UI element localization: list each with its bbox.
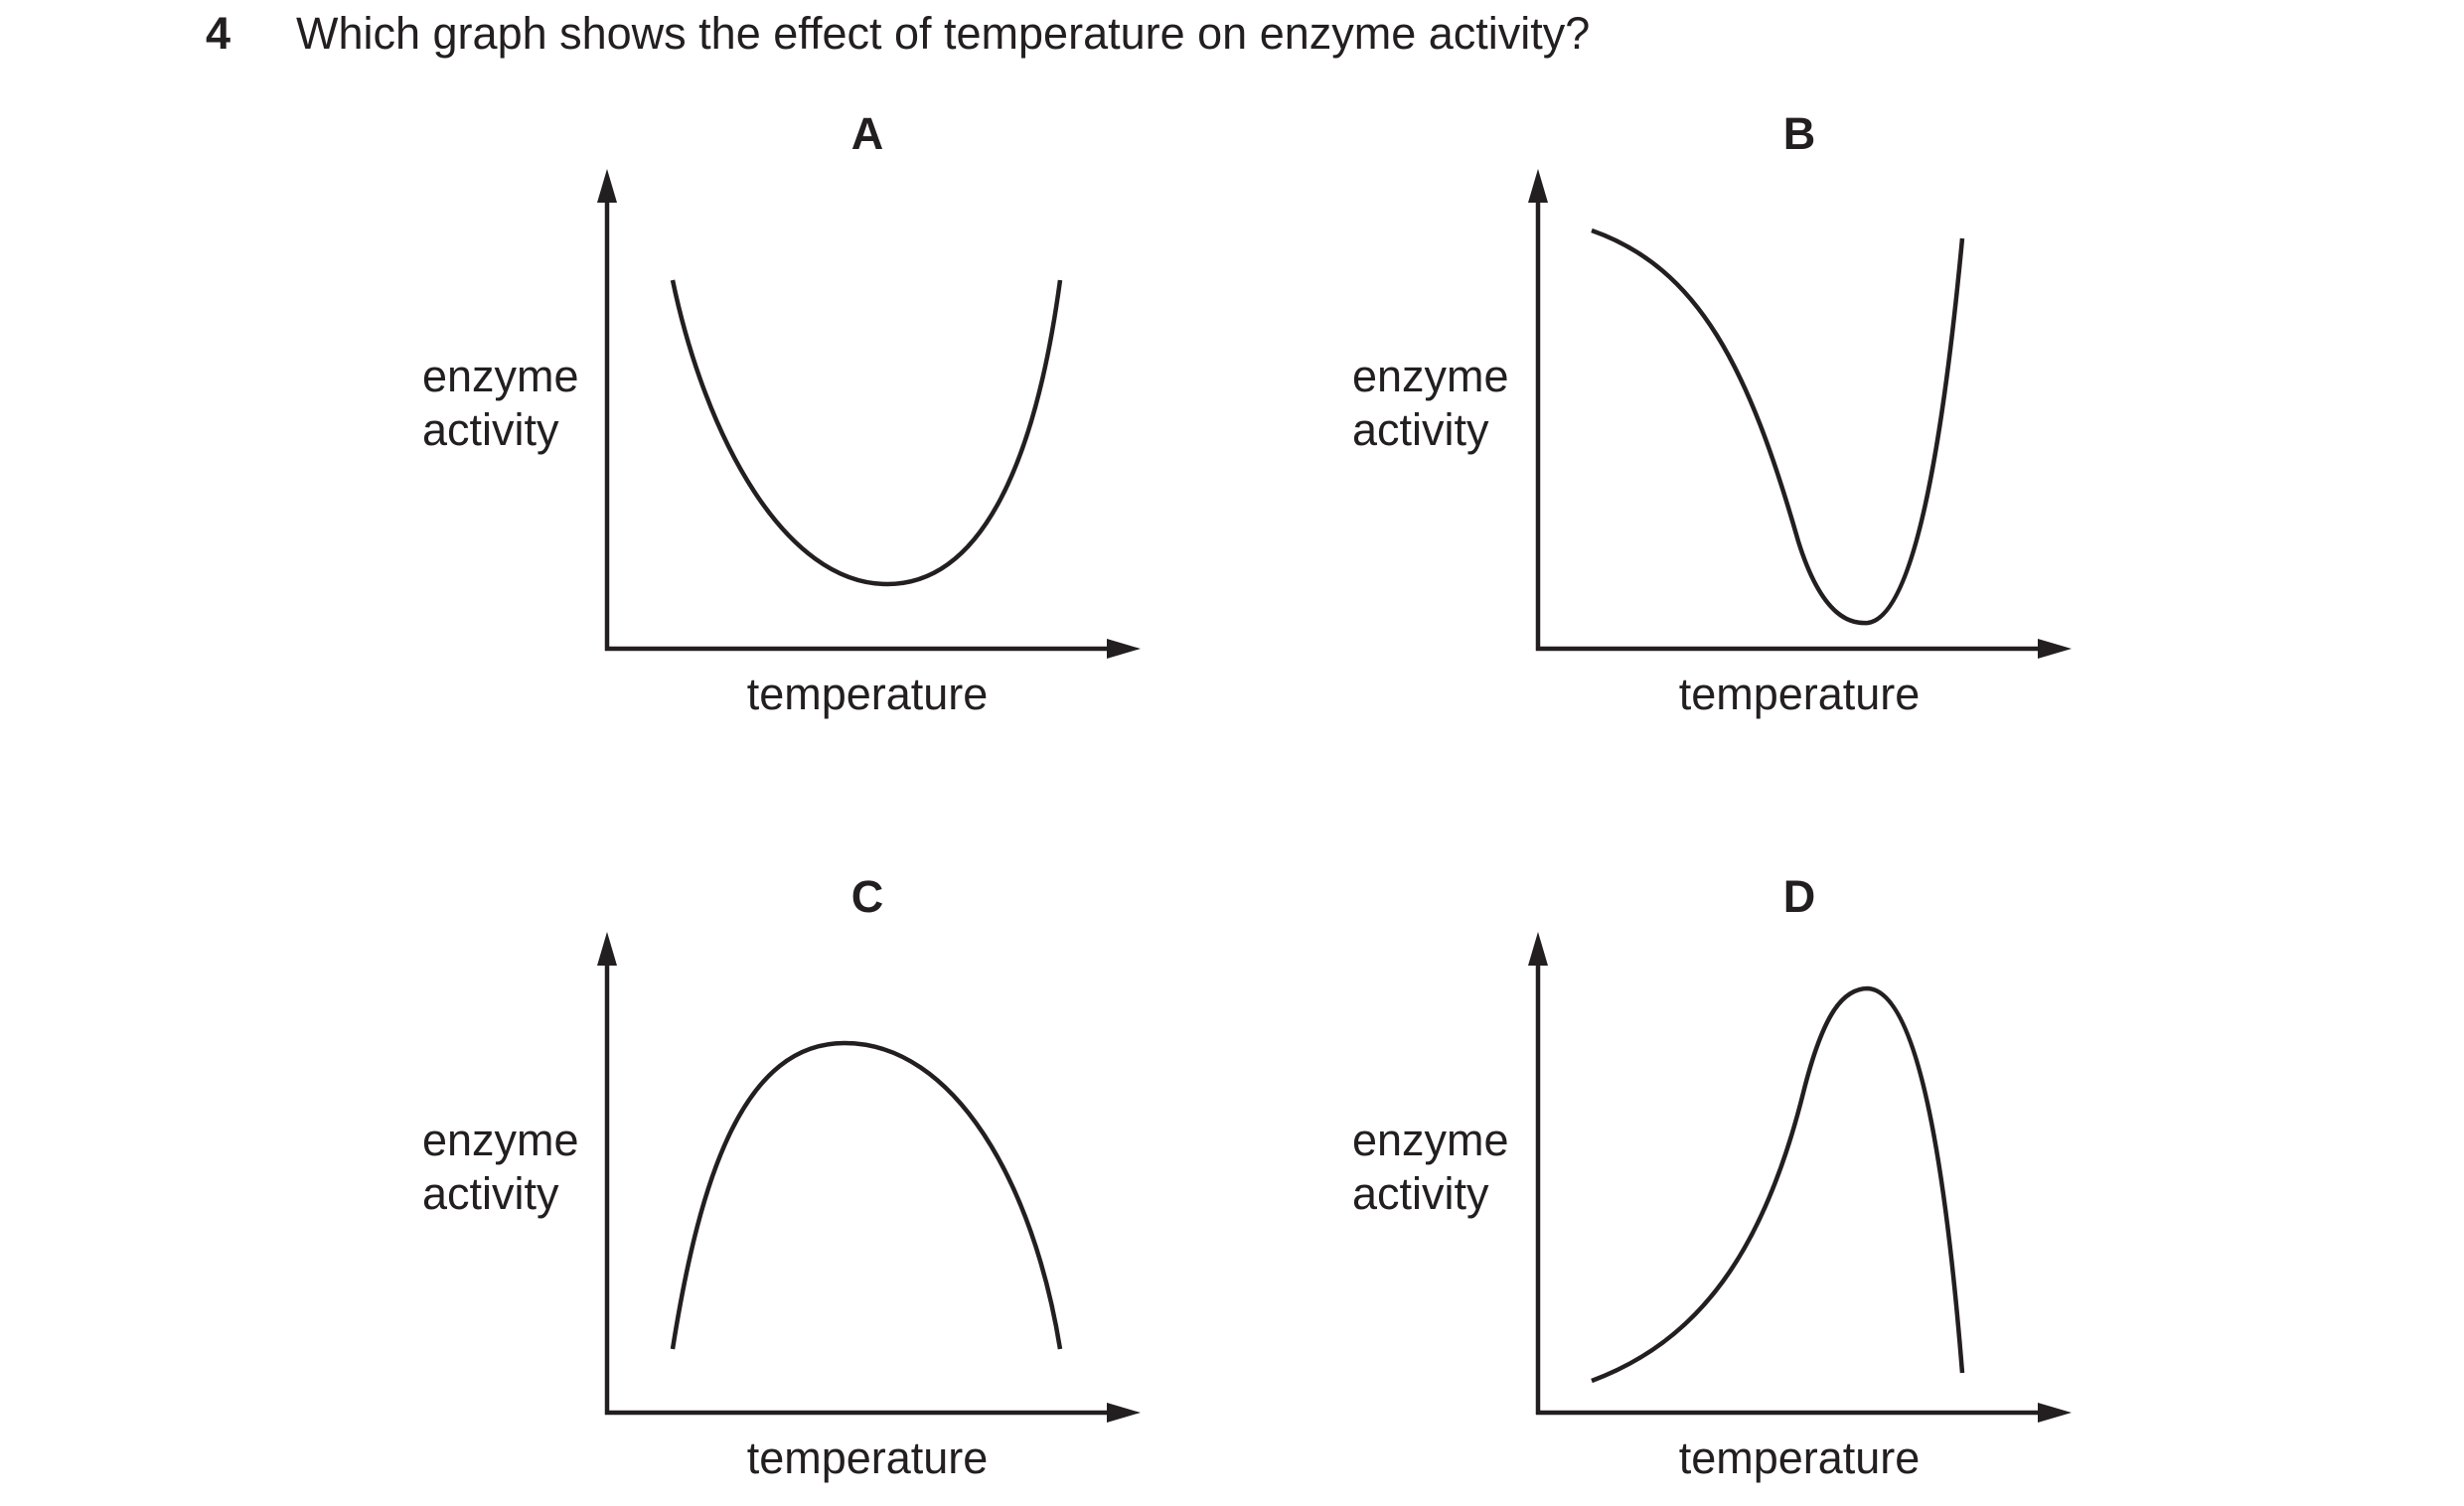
- graph-c: C enzyme activity temperature: [422, 871, 1141, 1483]
- graph-c-label: C: [851, 871, 884, 922]
- graph-c-x-label: temperature: [747, 1432, 989, 1483]
- graph-a-y-axis-arrow-icon: [597, 169, 617, 203]
- graph-d-y-label-line1: enzyme: [1352, 1115, 1509, 1165]
- graph-d-x-axis-arrow-icon: [2038, 1403, 2072, 1423]
- graph-b: B enzyme activity temperature: [1352, 108, 2072, 719]
- graph-c-y-axis-arrow-icon: [597, 932, 617, 966]
- graph-b-curve: [1591, 227, 1965, 626]
- graph-b-label: B: [1783, 108, 1816, 159]
- graph-a: A enzyme activity temperature: [422, 108, 1141, 719]
- graph-c-curve: [670, 1040, 1063, 1350]
- graph-c-y-label-line2: activity: [422, 1168, 559, 1219]
- graph-b-y-axis-arrow-icon: [1528, 169, 1548, 203]
- graph-a-y-label-line2: activity: [422, 404, 559, 455]
- question-text: Which graph shows the effect of temperat…: [296, 8, 1591, 59]
- graph-d-curve: [1591, 985, 1965, 1384]
- graph-a-curve: [670, 279, 1063, 587]
- graph-d-label: D: [1783, 871, 1816, 922]
- graph-d-y-axis-arrow-icon: [1528, 932, 1548, 966]
- graph-d-y-label-line2: activity: [1352, 1168, 1489, 1219]
- graph-c-y-label-line1: enzyme: [422, 1115, 579, 1165]
- graph-a-label: A: [851, 108, 884, 159]
- graph-b-y-label-line2: activity: [1352, 404, 1489, 455]
- graph-b-x-label: temperature: [1679, 669, 1921, 719]
- graph-d: D enzyme activity temperature: [1352, 871, 2072, 1483]
- graph-b-y-label-line1: enzyme: [1352, 351, 1509, 401]
- graph-c-x-axis-arrow-icon: [1107, 1403, 1141, 1423]
- graph-a-y-label-line1: enzyme: [422, 351, 579, 401]
- question-number: 4: [206, 8, 231, 59]
- graph-b-x-axis-arrow-icon: [2038, 639, 2072, 659]
- graph-d-x-label: temperature: [1679, 1432, 1921, 1483]
- graph-a-x-label: temperature: [747, 669, 989, 719]
- graph-a-x-axis-arrow-icon: [1107, 639, 1141, 659]
